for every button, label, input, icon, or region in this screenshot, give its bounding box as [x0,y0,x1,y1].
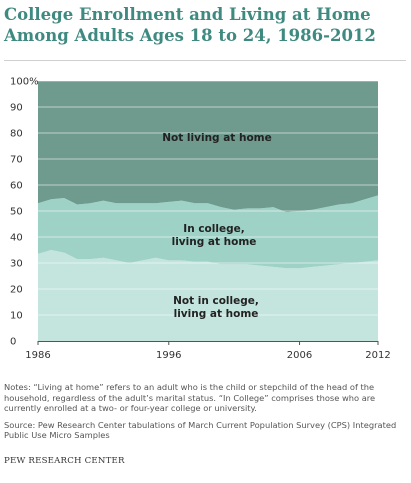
gridlines [38,80,378,316]
y-tick-label: 30 [10,259,23,270]
x-axis-ticks: 1986 1996 2006 2012 [25,341,391,361]
y-tick-label: 60 [10,181,23,192]
y-tick-label: 20 [10,285,23,296]
notes-text: Notes: “Living at home” refers to an adu… [4,382,376,414]
label-not-in-college-line1: Not in college, [173,295,259,307]
label-in-college-line1: In college, [183,223,244,235]
y-tick-label: 100% [10,77,39,88]
source-text: Source: Pew Research Center tabulations … [4,419,397,441]
label-not-in-college-line2: living at home [174,308,259,320]
chart-title: College Enrollment and Living at Home Am… [4,5,376,45]
y-tick-label: 70 [10,155,23,166]
y-tick-label: 90 [10,103,23,114]
title-divider [4,60,406,61]
label-not-living-at-home: Not living at home [162,132,271,144]
y-tick-label: 10 [10,311,23,322]
y-tick-label: 50 [10,207,23,218]
area-series-1 [38,195,378,269]
area-series-0 [38,250,378,341]
area-series-2 [38,81,378,213]
notes-block: Notes: “Living at home” refers to an adu… [4,382,406,447]
x-tick-label: 1996 [156,350,181,361]
y-tick-label: 0 [10,337,16,348]
organization-name: PEW RESEARCH CENTER [4,456,125,466]
label-in-college-line2: living at home [172,236,257,248]
x-tick-label: 2006 [287,350,312,361]
y-tick-label: 40 [10,233,23,244]
x-tick-label: 1986 [25,350,50,361]
area-layer [38,81,378,341]
stacked-area-chart: 0 10 20 30 40 50 60 70 80 90 100% 1986 1996 2006 2012… [10,77,391,362]
y-tick-label: 80 [10,129,23,140]
y-axis-ticks: 0 10 20 30 40 50 60 70 80 90 100% [10,77,39,348]
x-tick-label: 2012 [365,350,390,361]
